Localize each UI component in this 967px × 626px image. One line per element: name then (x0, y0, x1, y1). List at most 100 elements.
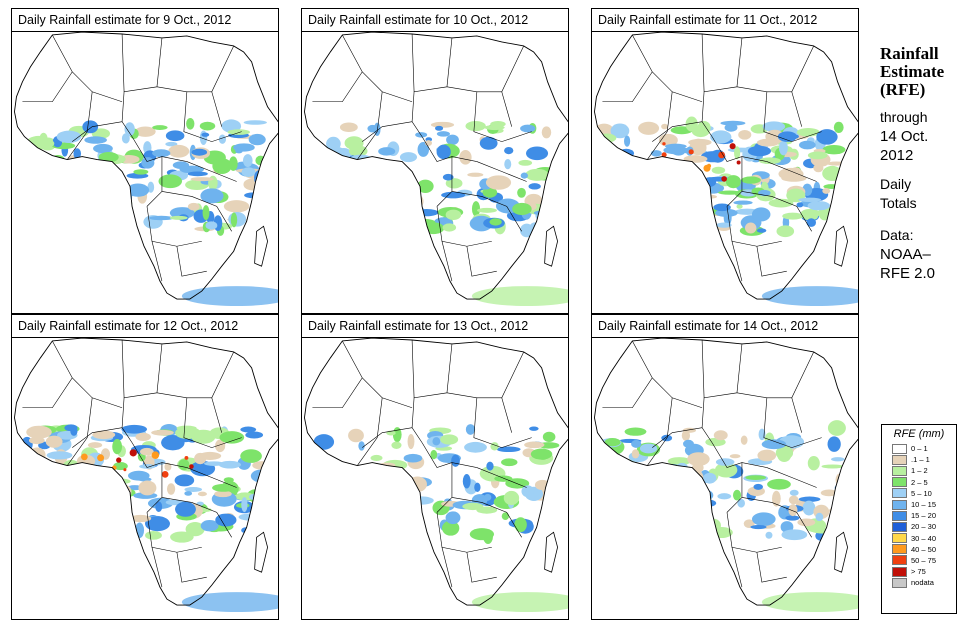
rain-cell (313, 528, 337, 541)
country-border (67, 91, 93, 160)
rain-cell (73, 471, 96, 480)
legend-item: > 75 (882, 566, 956, 577)
ocean-rain-band (471, 592, 568, 613)
rain-cell (623, 525, 634, 535)
rain-cell (417, 142, 430, 157)
rain-cell (407, 476, 427, 493)
rain-cell (90, 525, 110, 532)
rain-cell (323, 146, 346, 159)
rain-cell (744, 222, 757, 234)
legend-label: 20 – 30 (911, 522, 937, 532)
heavy-rain-cell (123, 468, 127, 472)
legend-item: 20 – 30 (882, 521, 956, 532)
country-border (652, 121, 703, 142)
country-border (791, 397, 803, 433)
rain-cell (777, 449, 792, 462)
rain-cell (718, 190, 741, 195)
country-border (701, 339, 743, 399)
heavy-rain-cell (81, 453, 88, 461)
legend-item: nodata (882, 577, 956, 588)
country-border (466, 552, 497, 583)
rain-cell (28, 436, 45, 445)
rain-cell (762, 121, 786, 132)
rain-cell (512, 202, 532, 216)
rain-cell (618, 148, 635, 158)
rain-cell (235, 148, 243, 154)
rain-cell (797, 518, 816, 527)
rain-cell (782, 212, 804, 220)
heavy-rain-cell (736, 160, 741, 165)
country-border (726, 206, 782, 247)
rain-cell (604, 437, 621, 447)
legend-swatch (892, 488, 907, 499)
rain-cell (638, 492, 661, 506)
rain-cell (324, 492, 347, 505)
rain-cell (436, 144, 451, 160)
rain-cell (304, 457, 327, 472)
rain-cell (31, 493, 57, 508)
rain-cell (84, 195, 92, 209)
rain-cell (736, 204, 743, 209)
rain-cell (40, 208, 49, 217)
rain-cell (24, 462, 46, 469)
map-panel-oct-11: Daily Rainfall estimate for 11 Oct., 201… (591, 8, 859, 314)
legend-item: 1 – 2 (882, 465, 956, 476)
legend-swatch (892, 477, 907, 488)
rain-cell (597, 175, 622, 189)
rain-cell (802, 212, 819, 221)
legend-swatch (892, 533, 907, 544)
rain-cell (631, 168, 650, 175)
rain-cell (756, 228, 767, 233)
legend-swatch (892, 521, 907, 532)
rain-cell (105, 502, 127, 515)
coastline (14, 338, 278, 606)
rain-cell (652, 200, 669, 217)
rain-cell (117, 490, 126, 497)
country-border (421, 136, 477, 162)
rain-cell (75, 468, 83, 481)
rain-cell (322, 201, 330, 215)
ocean-rain-band (761, 592, 858, 613)
rain-cell (594, 181, 616, 187)
rain-cell (813, 163, 824, 173)
rain-cell (14, 213, 37, 228)
rain-cell (432, 437, 441, 446)
rain-cell (445, 511, 461, 525)
rain-cell (31, 217, 56, 227)
rain-cell (777, 131, 797, 142)
rain-cell (743, 519, 755, 528)
rain-cell (688, 209, 710, 223)
rain-cell (184, 486, 203, 492)
country-border (161, 497, 232, 538)
country-border (176, 246, 207, 277)
caption-source-1: NOAA– (880, 246, 931, 263)
rain-cell (16, 195, 33, 208)
rain-cell (126, 183, 150, 197)
rain-cell (42, 462, 53, 472)
rain-cell (519, 223, 534, 238)
rain-cell (713, 430, 728, 441)
rain-cell (204, 461, 225, 466)
heavy-rain-cell (729, 143, 736, 150)
rain-cell (734, 146, 741, 160)
rain-cell (645, 173, 667, 186)
rain-cell (603, 178, 629, 191)
rain-cell (594, 218, 617, 228)
country-border (766, 161, 817, 182)
rain-cell (201, 132, 210, 137)
rain-cell (525, 168, 549, 181)
rain-cell (115, 494, 130, 510)
legend-item: 10 – 15 (882, 499, 956, 510)
rain-cell (349, 514, 367, 520)
country-border (411, 91, 423, 137)
rain-cell (741, 176, 761, 184)
rain-cell (316, 472, 329, 486)
rain-cell (73, 474, 96, 484)
side-caption: Rainfall Estimate (RFE) through 14 Oct. … (880, 45, 965, 283)
rain-cell (30, 191, 45, 197)
madagascar-outline (834, 225, 848, 267)
rain-cell (44, 181, 58, 193)
rain-cell (528, 183, 541, 190)
legend-label: 40 – 50 (911, 544, 937, 554)
rainfall-field (304, 424, 560, 544)
